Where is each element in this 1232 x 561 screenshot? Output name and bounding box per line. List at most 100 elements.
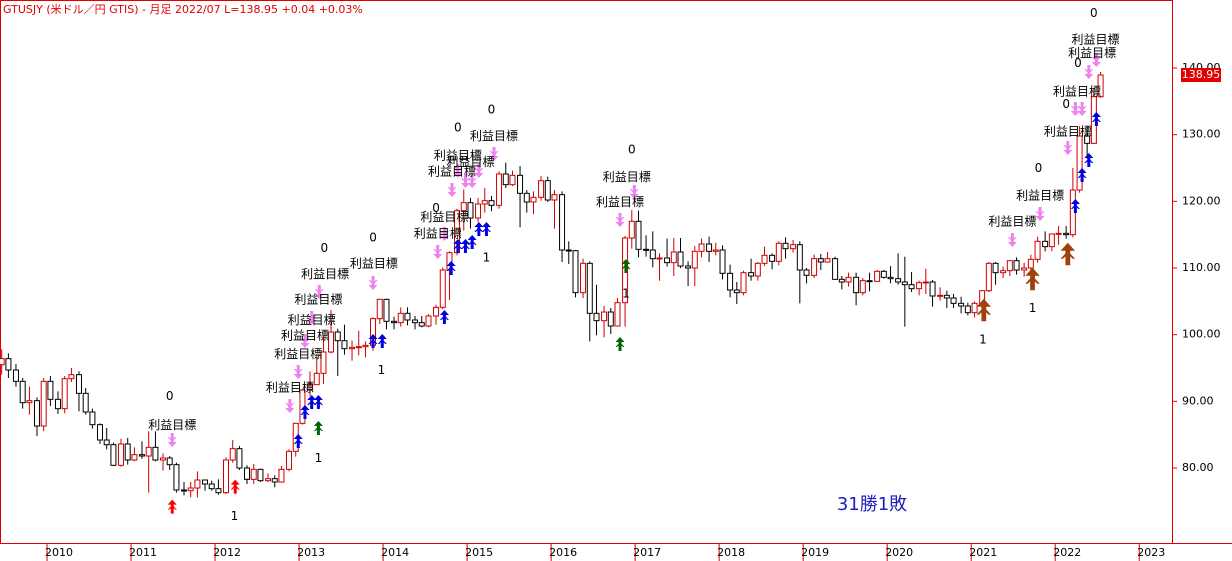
candle-body bbox=[89, 411, 96, 426]
candle-body bbox=[572, 250, 579, 294]
candle-body bbox=[845, 276, 852, 283]
candle-body bbox=[397, 312, 404, 324]
candle-body bbox=[698, 243, 705, 252]
candle-body bbox=[937, 294, 944, 297]
target-arrow bbox=[1063, 141, 1073, 155]
candle-body bbox=[26, 400, 33, 404]
candle-body bbox=[1000, 270, 1007, 274]
candle-body bbox=[754, 262, 761, 277]
last-price-label: 138.95 bbox=[1182, 68, 1221, 81]
candle-body bbox=[614, 302, 621, 327]
buy-arrow bbox=[439, 310, 449, 324]
candle-body bbox=[19, 380, 26, 404]
candle-body bbox=[790, 244, 797, 250]
candle-body bbox=[40, 380, 47, 427]
candle-body bbox=[0, 358, 5, 366]
buy-arrow bbox=[230, 479, 240, 494]
candle-body bbox=[425, 315, 432, 327]
candle-body bbox=[404, 312, 411, 321]
candle-body bbox=[355, 346, 362, 349]
candle-body bbox=[691, 250, 698, 269]
x-tick-label: 2023 bbox=[1137, 546, 1165, 559]
candle-body bbox=[832, 258, 839, 280]
candle-body bbox=[916, 282, 923, 290]
candle-body bbox=[727, 272, 734, 291]
candle-body bbox=[236, 448, 243, 469]
candle-body bbox=[908, 284, 915, 290]
candle-body bbox=[131, 454, 138, 461]
buy-arrow bbox=[474, 222, 484, 236]
candle-body bbox=[1013, 260, 1020, 271]
candle-body bbox=[796, 244, 803, 271]
candle-body bbox=[257, 468, 264, 482]
annotation: 利益目標 bbox=[1068, 46, 1116, 60]
candle-body bbox=[110, 444, 117, 466]
y-tick-label: 120.00 bbox=[1182, 194, 1221, 207]
candle-body bbox=[467, 202, 474, 219]
candle-body bbox=[817, 258, 824, 263]
x-tick-label: 2017 bbox=[633, 546, 661, 559]
x-tick-label: 2020 bbox=[885, 546, 913, 559]
target-arrow bbox=[1035, 207, 1045, 221]
target-arrow bbox=[439, 227, 449, 241]
annotation: 0 bbox=[1035, 161, 1043, 175]
annotation: 1 bbox=[315, 451, 323, 465]
candle-body bbox=[75, 374, 82, 394]
candle-body bbox=[433, 306, 440, 317]
candle-body bbox=[320, 351, 327, 374]
candle-body bbox=[145, 446, 152, 457]
candle-body bbox=[1076, 135, 1083, 191]
candle-body bbox=[68, 374, 75, 380]
candle-body bbox=[250, 468, 257, 480]
candle-body bbox=[194, 479, 201, 489]
candle-body bbox=[593, 312, 600, 322]
x-tick-label: 2011 bbox=[129, 546, 157, 559]
candle-body bbox=[964, 305, 971, 314]
buy-arrow bbox=[453, 239, 463, 253]
annotation: 1 bbox=[622, 287, 630, 301]
x-tick-label: 2010 bbox=[45, 546, 73, 559]
candle-body bbox=[950, 297, 957, 304]
candle-body bbox=[769, 254, 776, 262]
candle-body bbox=[222, 459, 229, 494]
candle-body bbox=[971, 302, 978, 314]
annotation: 0 bbox=[166, 389, 174, 403]
candle-body bbox=[853, 276, 860, 294]
buy-arrow bbox=[1060, 242, 1076, 266]
candle-body bbox=[481, 200, 488, 205]
candle-body bbox=[838, 278, 845, 283]
candle-body bbox=[166, 457, 173, 466]
target-arrow bbox=[460, 174, 470, 188]
candle-body bbox=[96, 424, 103, 441]
candle-body bbox=[580, 262, 587, 294]
candle-body bbox=[54, 398, 61, 410]
annotation: 1 bbox=[483, 251, 491, 265]
annotation: 利益目標 bbox=[446, 155, 494, 169]
candle-body bbox=[607, 311, 614, 327]
candle-body bbox=[47, 380, 54, 400]
annotation: 0 bbox=[432, 201, 440, 215]
target-arrow bbox=[368, 276, 378, 290]
candle-body bbox=[215, 488, 222, 494]
candle-body bbox=[5, 358, 12, 371]
candle-body bbox=[229, 448, 236, 461]
candle-body bbox=[496, 173, 503, 206]
buy-arrow bbox=[976, 298, 992, 322]
target-arrow bbox=[293, 365, 303, 379]
annotation: 利益目標 bbox=[274, 347, 322, 361]
candle-body bbox=[656, 257, 663, 260]
candle-body bbox=[446, 252, 453, 271]
annotation: 0 bbox=[454, 121, 462, 135]
candle-body bbox=[1034, 240, 1041, 260]
annotation: 利益目標 bbox=[294, 293, 342, 307]
candle-body bbox=[635, 220, 642, 250]
candle-body bbox=[538, 180, 545, 198]
annotation: 0 bbox=[1090, 6, 1098, 20]
annotation: 利益目標 bbox=[1016, 189, 1064, 203]
candle-body bbox=[859, 280, 866, 294]
candle-body bbox=[307, 384, 314, 391]
x-tick-label: 2013 bbox=[297, 546, 325, 559]
annotation: 利益目標 bbox=[988, 215, 1036, 229]
annotation: 利益目標 bbox=[603, 170, 651, 184]
candle-body bbox=[712, 249, 719, 252]
